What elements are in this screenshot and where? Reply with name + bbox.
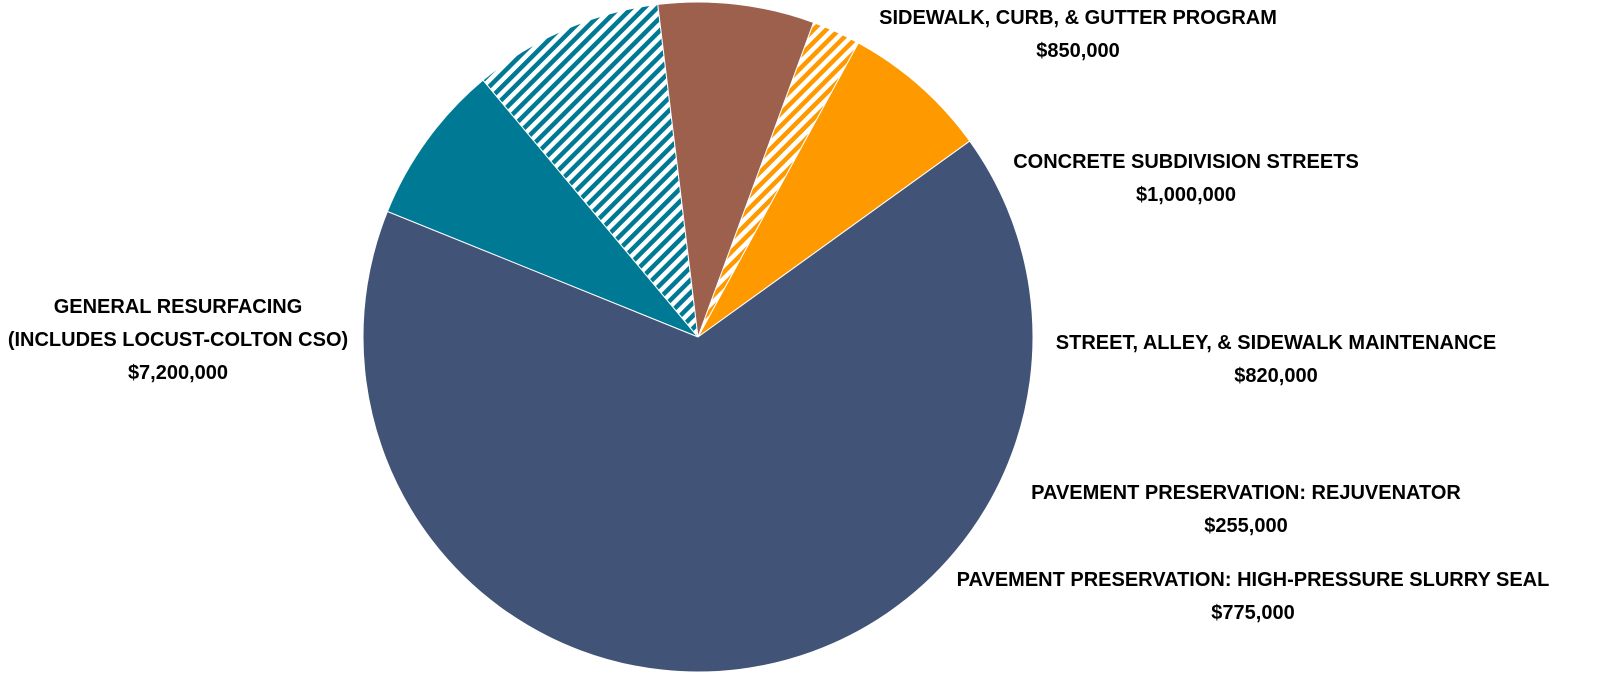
pie-slice-general-resurfacing <box>362 140 1034 673</box>
pie-slice-sidewalk-curb-gutter-program <box>386 79 699 338</box>
slice-value: $255,000 <box>1204 515 1288 537</box>
pie-label-general-resurfacing: GENERAL RESURFACING (INCLUDES LOCUST-COLT… <box>8 291 348 390</box>
slice-value: $7,200,000 <box>127 362 229 384</box>
slice-value: $820,000 <box>1234 365 1318 387</box>
slice-label: STREET, ALLEY, & SIDEWALK MAINTENANCE <box>1055 332 1497 354</box>
slice-value: $850,000 <box>1036 40 1120 62</box>
slice-label-line: (INCLUDES LOCUST-COLTON CSO) <box>7 329 349 351</box>
pie-slice-concrete-subdivision-streets <box>482 3 699 339</box>
pie-slice-street-alley-sidewalk-maintenance <box>657 1 815 338</box>
slice-label: PAVEMENT PRESERVATION: HIGH-PRESSURE SLU… <box>956 569 1550 591</box>
slice-value: $775,000 <box>1211 602 1295 624</box>
slice-label: CONCRETE SUBDIVISION STREETS <box>1013 151 1359 173</box>
pie-slice-pavement-preservation-high-pressure-slurry-seal <box>697 42 971 338</box>
slice-label: SIDEWALK, CURB, & GUTTER PROGRAM <box>879 7 1277 29</box>
slice-label: PAVEMENT PRESERVATION: REJUVENATOR <box>1031 482 1461 504</box>
slice-label-line: GENERAL RESURFACING <box>53 296 303 318</box>
slice-value: $1,000,000 <box>1135 184 1237 206</box>
pie-label-street-alley-sidewalk-maintenance: STREET, ALLEY, & SIDEWALK MAINTENANCE $82… <box>1056 327 1496 393</box>
pie-label-sidewalk-curb-gutter-program: SIDEWALK, CURB, & GUTTER PROGRAM $850,000 <box>879 2 1277 68</box>
pie-label-concrete-subdivision-streets: CONCRETE SUBDIVISION STREETS $1,000,000 <box>1013 146 1359 212</box>
pie-label-pavement-preservation-high-pressure-slurry-seal: PAVEMENT PRESERVATION: HIGH-PRESSURE SLU… <box>957 564 1550 630</box>
pie-label-pavement-preservation-rejuvenator: PAVEMENT PRESERVATION: REJUVENATOR $255,0… <box>1031 477 1461 543</box>
